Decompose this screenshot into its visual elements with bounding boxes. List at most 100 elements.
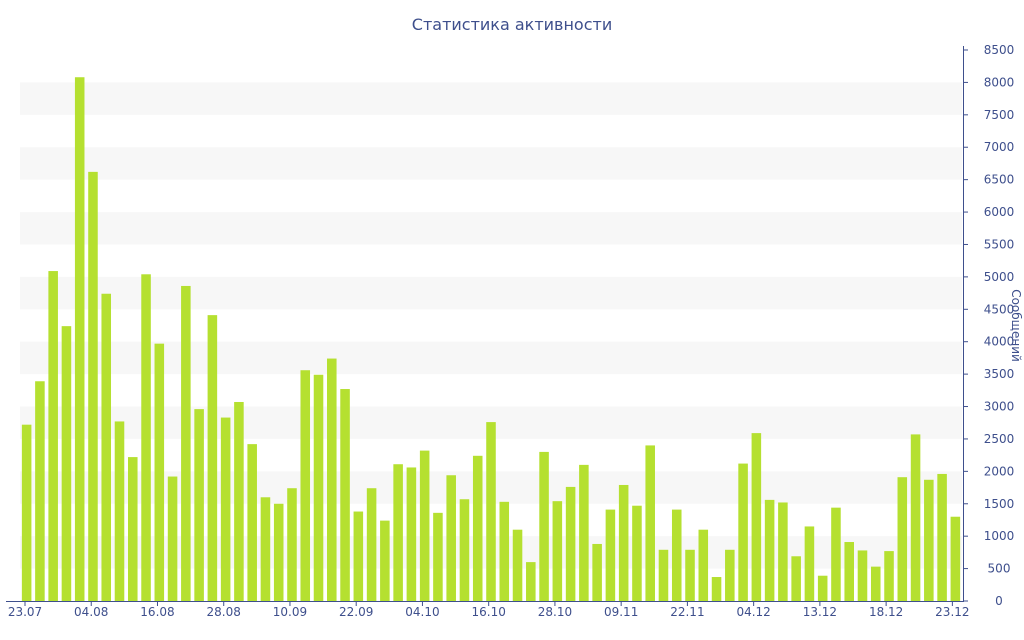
x-tick-label: 16.10 bbox=[472, 605, 506, 619]
bar[interactable] bbox=[778, 502, 788, 601]
y-tick-label: 1000 bbox=[984, 529, 1015, 543]
y-tick-label: 3500 bbox=[984, 367, 1015, 381]
bar[interactable] bbox=[353, 511, 364, 601]
bar[interactable] bbox=[565, 486, 576, 601]
bar[interactable] bbox=[486, 422, 496, 601]
bar[interactable] bbox=[114, 421, 125, 601]
bar[interactable] bbox=[313, 374, 324, 601]
x-tick-label: 16.08 bbox=[140, 605, 174, 619]
bar[interactable] bbox=[831, 507, 841, 601]
x-tick-label: 23.12 bbox=[935, 605, 969, 619]
chart-title: Статистика активности bbox=[411, 15, 613, 34]
bar[interactable] bbox=[671, 509, 682, 601]
bar[interactable] bbox=[260, 497, 271, 601]
y-tick-label: 500 bbox=[988, 562, 1011, 576]
bar[interactable] bbox=[327, 358, 337, 601]
x-tick-label: 09.11 bbox=[604, 605, 638, 619]
bar[interactable] bbox=[247, 444, 257, 601]
bar[interactable] bbox=[658, 549, 669, 601]
bar[interactable] bbox=[220, 417, 231, 601]
bar[interactable] bbox=[380, 520, 390, 601]
x-tick-label: 28.10 bbox=[538, 605, 572, 619]
bar[interactable] bbox=[35, 381, 45, 601]
bar[interactable] bbox=[552, 501, 563, 601]
bar[interactable] bbox=[141, 274, 151, 601]
bar[interactable] bbox=[419, 450, 430, 601]
bar[interactable] bbox=[804, 526, 815, 601]
x-tick-label: 13.12 bbox=[803, 605, 837, 619]
bar[interactable] bbox=[685, 549, 695, 601]
grid-band bbox=[20, 341, 962, 375]
y-tick-label: 8000 bbox=[984, 75, 1015, 89]
bar[interactable] bbox=[751, 433, 762, 601]
bar[interactable] bbox=[406, 467, 417, 601]
bar[interactable] bbox=[472, 455, 483, 601]
y-tick-label: 2500 bbox=[984, 432, 1015, 446]
x-tick-label: 28.08 bbox=[207, 605, 241, 619]
bar[interactable] bbox=[618, 484, 629, 601]
bar[interactable] bbox=[207, 315, 218, 601]
bar[interactable] bbox=[61, 326, 72, 601]
bar[interactable] bbox=[181, 285, 191, 601]
x-axis-ticks: 23.07 04.08 16.08 28.08 10.09 22.09 04.10 16.10… bbox=[8, 601, 970, 619]
bar[interactable] bbox=[645, 445, 655, 601]
grid-band bbox=[20, 82, 962, 115]
bar[interactable] bbox=[393, 464, 403, 601]
bar[interactable] bbox=[592, 543, 602, 601]
bar[interactable] bbox=[194, 409, 204, 601]
bar[interactable] bbox=[539, 451, 549, 601]
bar[interactable] bbox=[897, 477, 908, 601]
bar[interactable] bbox=[366, 488, 377, 601]
bar[interactable] bbox=[234, 401, 244, 601]
bar[interactable] bbox=[128, 457, 138, 601]
bar[interactable] bbox=[48, 271, 58, 601]
bar[interactable] bbox=[499, 501, 510, 601]
bar[interactable] bbox=[632, 505, 642, 601]
y-tick-label: 0 bbox=[995, 594, 1003, 608]
bar[interactable] bbox=[101, 293, 112, 601]
bar[interactable] bbox=[791, 556, 801, 601]
bar[interactable] bbox=[579, 464, 589, 601]
bar[interactable] bbox=[88, 171, 98, 601]
bar[interactable] bbox=[287, 488, 297, 601]
x-tick-label: 04.10 bbox=[405, 605, 439, 619]
bar[interactable] bbox=[340, 389, 350, 601]
bar[interactable] bbox=[154, 343, 165, 601]
bar[interactable] bbox=[844, 542, 854, 601]
bar[interactable] bbox=[738, 463, 748, 601]
bar[interactable] bbox=[167, 476, 178, 601]
y-tick-label: 8500 bbox=[984, 43, 1015, 57]
bar[interactable] bbox=[817, 575, 828, 601]
bar[interactable] bbox=[459, 499, 470, 601]
grid-band bbox=[20, 276, 962, 310]
bar[interactable] bbox=[74, 77, 85, 602]
bar[interactable] bbox=[937, 473, 947, 601]
bar[interactable] bbox=[446, 475, 456, 601]
bar[interactable] bbox=[698, 529, 709, 601]
bar[interactable] bbox=[884, 551, 894, 601]
bar[interactable] bbox=[870, 566, 881, 601]
bar[interactable] bbox=[910, 434, 921, 601]
y-tick-label: 3000 bbox=[984, 400, 1015, 414]
y-tick-label: 2000 bbox=[984, 464, 1015, 478]
y-tick-label: 4000 bbox=[984, 335, 1015, 349]
bar[interactable] bbox=[924, 479, 934, 601]
bar[interactable] bbox=[605, 509, 616, 601]
bar[interactable] bbox=[857, 550, 868, 601]
bar[interactable] bbox=[300, 370, 311, 601]
y-axis-title: Сообщений bbox=[1009, 289, 1023, 362]
bar[interactable] bbox=[273, 503, 284, 601]
bar[interactable] bbox=[526, 562, 536, 601]
bar[interactable] bbox=[725, 549, 735, 601]
y-tick-label: 6000 bbox=[984, 205, 1015, 219]
bar[interactable] bbox=[21, 424, 32, 601]
bar[interactable] bbox=[711, 577, 722, 601]
bar[interactable] bbox=[512, 529, 523, 601]
y-tick-label: 1500 bbox=[984, 497, 1015, 511]
bar[interactable] bbox=[764, 499, 775, 601]
x-tick-label: 18.12 bbox=[869, 605, 903, 619]
bar[interactable] bbox=[950, 516, 961, 601]
bar[interactable] bbox=[433, 512, 443, 601]
